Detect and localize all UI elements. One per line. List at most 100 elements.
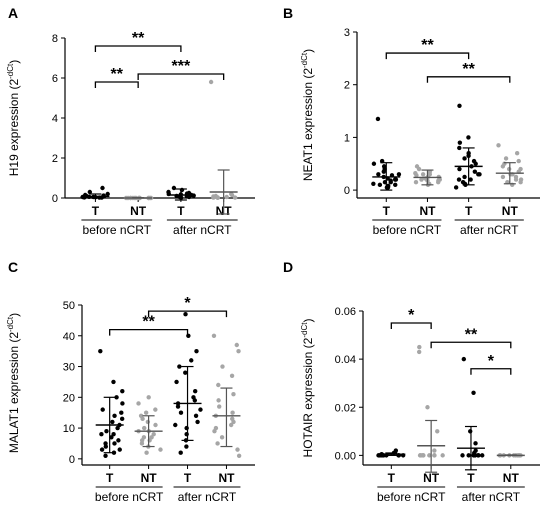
data-point (216, 398, 221, 403)
x-category-label: NT (130, 204, 147, 218)
data-point (462, 156, 467, 161)
significance-bracket (385, 52, 470, 60)
data-point (473, 448, 478, 453)
data-point (506, 166, 512, 172)
y-tick-label: 6 (52, 73, 58, 85)
y-tick-label: 0.02 (335, 402, 356, 414)
data-point (471, 158, 477, 164)
data-point (153, 407, 158, 412)
data-point (432, 448, 437, 453)
data-point (100, 185, 105, 191)
data-point (136, 401, 141, 406)
y-tick-label: 0.04 (335, 354, 356, 366)
significance-bracket (147, 310, 228, 318)
data-point (466, 135, 471, 140)
significance-label: ** (132, 30, 145, 47)
significance-label: *** (172, 58, 191, 75)
data-point (427, 453, 432, 458)
data-point (453, 185, 459, 190)
x-category-label: T (106, 471, 114, 485)
data-point (414, 164, 420, 169)
data-point (457, 103, 462, 108)
group-label: before nCRT (373, 223, 442, 237)
data-point (194, 348, 199, 354)
data-point (220, 364, 225, 369)
y-axis-label: MALAT1 expression (2-dCt) (6, 313, 21, 453)
data-point (419, 453, 425, 458)
y-tick-label: 1 (344, 132, 350, 144)
data-point (436, 178, 441, 183)
significance-label: * (488, 353, 495, 370)
y-tick-label: 50 (63, 300, 75, 312)
y-axis-label: H19 expression (2-dCt) (6, 60, 21, 177)
data-point (393, 177, 399, 182)
significance-label: ** (111, 66, 124, 83)
data-point (460, 453, 465, 458)
y-tick-label: 20 (63, 392, 75, 404)
data-point (462, 174, 467, 180)
data-point (413, 171, 418, 176)
y-tick-label: 0 (344, 185, 350, 197)
data-point (178, 450, 183, 455)
data-point (419, 177, 424, 182)
data-point (103, 453, 108, 458)
data-point (184, 425, 189, 431)
data-point (396, 172, 402, 177)
x-category-label: T (92, 204, 100, 218)
data-point (234, 342, 239, 348)
y-tick-label: 0.06 (335, 306, 356, 318)
data-point (468, 177, 473, 182)
panel-b: B 0 1 2 3 NEAT1 expression (2-dCt) T NT T NT befor… (283, 5, 540, 237)
data-point (105, 191, 110, 197)
data-point (99, 432, 104, 437)
data-point (112, 441, 117, 446)
data-point (183, 312, 188, 317)
data-point (229, 191, 234, 197)
data-point (381, 164, 387, 169)
data-point (416, 349, 422, 355)
panel-letter: A (8, 5, 18, 21)
data-point (213, 425, 219, 431)
data-point (513, 174, 519, 180)
significance-bracket (430, 341, 512, 349)
data-point (193, 413, 199, 418)
data-point (377, 182, 383, 188)
panel-letter: B (283, 5, 293, 21)
x-category-label: T (388, 471, 396, 485)
data-point (177, 364, 182, 369)
data-point (375, 116, 381, 122)
group-label: before nCRT (377, 490, 446, 504)
significance-bracket (109, 328, 189, 336)
data-point (189, 358, 194, 363)
group-label: before nCRT (83, 223, 152, 237)
data-point (174, 379, 179, 385)
data-point (111, 432, 116, 437)
data-point (235, 447, 240, 452)
data-point (87, 189, 93, 195)
significance-label: ** (142, 314, 155, 331)
significance-label: * (184, 295, 191, 312)
data-point (468, 429, 473, 434)
data-point (393, 448, 399, 453)
data-point (158, 447, 163, 452)
data-point (472, 169, 478, 174)
data-point (211, 195, 216, 200)
data-point (109, 435, 114, 440)
y-tick-label: 0.00 (335, 450, 356, 462)
data-point (143, 410, 149, 415)
panel-letter: D (283, 259, 293, 275)
data-point (138, 413, 144, 418)
x-category-label: NT (423, 471, 440, 485)
data-point (144, 450, 149, 455)
data-point (112, 413, 117, 418)
x-category-label: T (465, 204, 473, 218)
data-point (198, 407, 203, 412)
data-point (466, 453, 471, 458)
y-axis-label: NEAT1 expression (2-dCt) (300, 49, 315, 181)
y-tick-label: 2 (344, 80, 350, 92)
data-point (496, 143, 501, 148)
x-category-label: T (467, 471, 475, 485)
y-axis-label: HOTAIR expression (2-dCt) (300, 319, 315, 458)
